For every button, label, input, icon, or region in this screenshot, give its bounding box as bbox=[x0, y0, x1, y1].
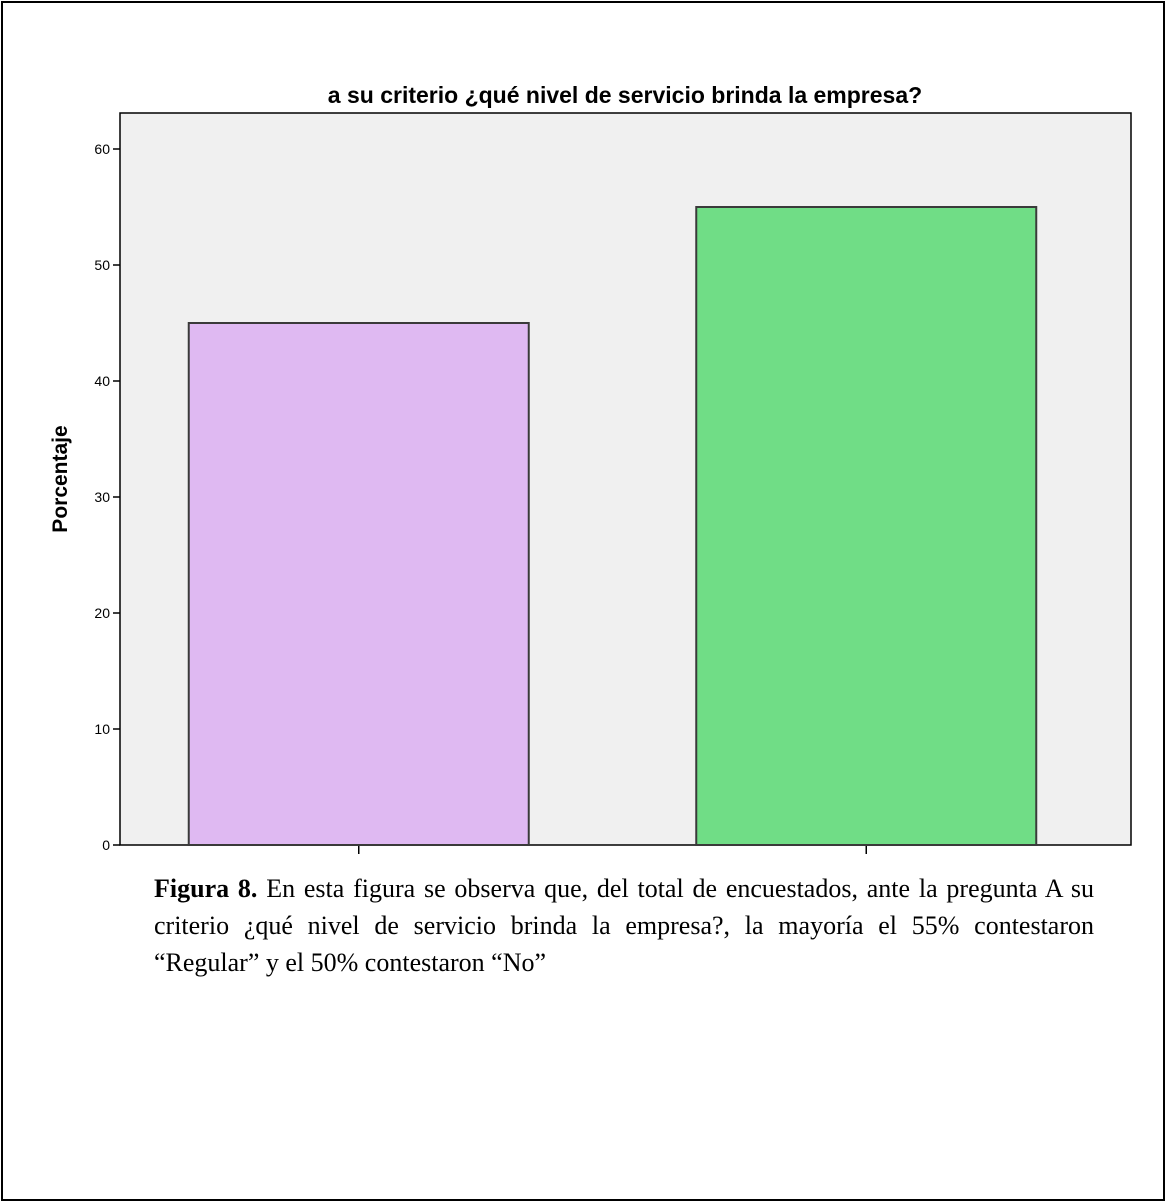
bar bbox=[187, 322, 530, 846]
y-tick-label: 30 bbox=[94, 489, 110, 505]
y-tick-label: 60 bbox=[94, 141, 110, 157]
y-tick-label: 40 bbox=[94, 373, 110, 389]
bar-chart: a su criterio ¿qué nivel de servicio bri… bbox=[49, 82, 1132, 854]
y-tick-label: 0 bbox=[102, 837, 110, 853]
figure-caption: Figura 8. En esta figura se observa que,… bbox=[154, 870, 1094, 981]
y-tick-label: 20 bbox=[94, 605, 110, 621]
caption-text: En esta figura se observa que, del total… bbox=[154, 874, 1094, 977]
bar bbox=[695, 206, 1038, 846]
y-tick-label: 10 bbox=[94, 721, 110, 737]
x-axis bbox=[358, 845, 867, 854]
bars bbox=[187, 206, 1038, 846]
chart-title: a su criterio ¿qué nivel de servicio bri… bbox=[328, 82, 922, 108]
y-axis-label: Porcentaje bbox=[49, 425, 72, 532]
caption-label: Figura 8. bbox=[154, 874, 258, 903]
y-axis: 0 10 20 30 40 50 60 bbox=[94, 141, 120, 853]
y-tick-label: 50 bbox=[94, 257, 110, 273]
